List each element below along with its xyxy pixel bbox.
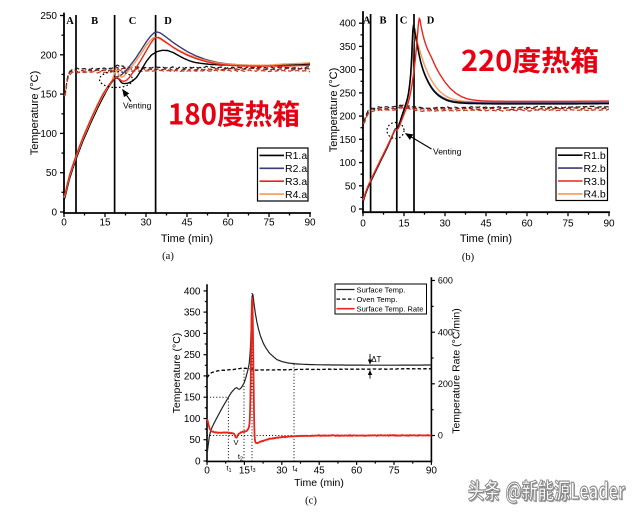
svg-text:R2.b: R2.b	[584, 163, 606, 175]
svg-text:Venting: Venting	[123, 101, 152, 111]
svg-text:0: 0	[438, 431, 443, 441]
svg-text:100: 100	[40, 129, 57, 140]
svg-text:Surface Temp.: Surface Temp.	[357, 285, 406, 294]
svg-text:150: 150	[184, 393, 201, 404]
svg-text:350: 350	[184, 308, 201, 319]
svg-text:75: 75	[562, 218, 574, 229]
svg-text:Oven Temp.: Oven Temp.	[357, 295, 398, 304]
svg-text:15: 15	[398, 218, 410, 229]
svg-text:V: V	[233, 438, 238, 447]
svg-text:R1.b: R1.b	[584, 150, 606, 162]
svg-text:B: B	[379, 16, 386, 27]
svg-text:0: 0	[51, 208, 57, 219]
svg-text:ΔT: ΔT	[371, 355, 381, 364]
svg-text:Temperature (°C): Temperature (°C)	[171, 333, 183, 414]
svg-text:250: 250	[339, 88, 356, 99]
svg-text:0: 0	[360, 218, 366, 229]
svg-text:350: 350	[339, 42, 356, 53]
svg-text:Temperature (°C): Temperature (°C)	[328, 68, 340, 152]
svg-text:150: 150	[339, 135, 356, 146]
svg-text:600: 600	[438, 276, 453, 286]
svg-text:Temperature (°C): Temperature (°C)	[29, 71, 41, 155]
svg-text:300: 300	[184, 329, 201, 340]
svg-text:60: 60	[351, 466, 363, 477]
svg-text:300: 300	[339, 65, 356, 76]
svg-text:100: 100	[339, 158, 356, 169]
svg-text:Temperature Rate (°C/min): Temperature Rate (°C/min)	[451, 308, 463, 434]
svg-text:Time (min): Time (min)	[294, 477, 344, 489]
svg-text:400: 400	[438, 327, 453, 337]
svg-text:60: 60	[222, 218, 234, 229]
svg-text:Time (min): Time (min)	[161, 233, 213, 245]
svg-text:60: 60	[521, 218, 533, 229]
svg-text:30: 30	[140, 218, 152, 229]
svg-text:45: 45	[181, 218, 193, 229]
svg-text:C: C	[129, 16, 137, 27]
svg-text:75: 75	[388, 466, 400, 477]
svg-text:0: 0	[195, 457, 201, 468]
svg-text:200: 200	[184, 371, 201, 382]
svg-text:Venting: Venting	[433, 147, 462, 157]
svg-text:R4.b: R4.b	[584, 189, 606, 201]
svg-text:B: B	[91, 16, 98, 27]
svg-text:400: 400	[184, 286, 201, 297]
svg-text:50: 50	[46, 168, 58, 179]
svg-text:(c): (c)	[305, 496, 317, 507]
svg-text:90: 90	[304, 218, 316, 229]
svg-text:45: 45	[480, 218, 492, 229]
svg-text:(b): (b)	[462, 252, 475, 263]
svg-text:0: 0	[204, 466, 210, 477]
svg-text:30: 30	[439, 218, 451, 229]
svg-text:t1: t1	[226, 464, 231, 475]
svg-text:Surface Temp. Rate: Surface Temp. Rate	[357, 305, 424, 314]
svg-text:50: 50	[345, 181, 357, 192]
svg-text:t2: t2	[238, 452, 243, 463]
svg-text:200: 200	[438, 379, 453, 389]
svg-text:30: 30	[276, 466, 288, 477]
svg-text:A: A	[363, 16, 371, 27]
svg-text:150: 150	[40, 90, 57, 101]
svg-text:0: 0	[350, 205, 356, 216]
svg-text:400: 400	[339, 19, 356, 30]
svg-text:D: D	[427, 16, 435, 27]
svg-text:R1.a: R1.a	[285, 150, 307, 162]
svg-text:250: 250	[40, 11, 57, 22]
svg-text:250: 250	[184, 350, 201, 361]
svg-text:75: 75	[263, 218, 275, 229]
svg-text:200: 200	[339, 112, 356, 123]
svg-text:(a): (a)	[162, 251, 174, 262]
svg-text:R4.a: R4.a	[285, 189, 307, 201]
svg-text:50: 50	[189, 435, 201, 446]
svg-text:A: A	[66, 16, 74, 27]
svg-text:90: 90	[426, 466, 438, 477]
svg-text:t4: t4	[292, 464, 297, 475]
svg-text:R3.a: R3.a	[285, 176, 307, 188]
svg-text:15: 15	[239, 466, 251, 477]
svg-text:D: D	[164, 16, 172, 27]
svg-text:15: 15	[99, 218, 111, 229]
svg-text:45: 45	[314, 466, 326, 477]
svg-text:C: C	[400, 16, 408, 27]
svg-text:90: 90	[603, 218, 615, 229]
svg-text:t3: t3	[250, 464, 255, 475]
svg-text:100: 100	[184, 414, 201, 425]
svg-text:R3.b: R3.b	[584, 176, 606, 188]
svg-text:Time (min): Time (min)	[460, 233, 512, 245]
svg-text:0: 0	[61, 218, 67, 229]
svg-text:200: 200	[40, 50, 57, 61]
svg-text:R2.a: R2.a	[285, 163, 307, 175]
